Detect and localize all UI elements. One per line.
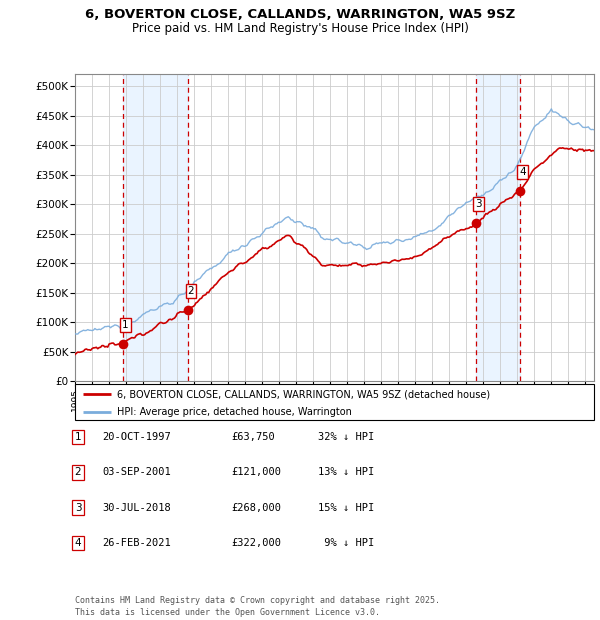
Text: £63,750: £63,750	[231, 432, 275, 442]
Text: 03-SEP-2001: 03-SEP-2001	[102, 467, 171, 477]
Text: 15% ↓ HPI: 15% ↓ HPI	[318, 503, 374, 513]
Text: 26-FEB-2021: 26-FEB-2021	[102, 538, 171, 548]
Text: Price paid vs. HM Land Registry's House Price Index (HPI): Price paid vs. HM Land Registry's House …	[131, 22, 469, 35]
Text: 30-JUL-2018: 30-JUL-2018	[102, 503, 171, 513]
Bar	[476, 74, 520, 381]
Text: 3: 3	[74, 503, 82, 513]
Text: 2: 2	[188, 286, 194, 296]
Text: 2: 2	[74, 467, 82, 477]
Text: 4: 4	[74, 538, 82, 548]
Text: £121,000: £121,000	[231, 467, 281, 477]
Text: 1: 1	[74, 432, 82, 442]
Text: Contains HM Land Registry data © Crown copyright and database right 2025.
This d: Contains HM Land Registry data © Crown c…	[75, 596, 440, 617]
Text: HPI: Average price, detached house, Warrington: HPI: Average price, detached house, Warr…	[116, 407, 352, 417]
Text: 32% ↓ HPI: 32% ↓ HPI	[318, 432, 374, 442]
Text: 1: 1	[122, 320, 128, 330]
FancyBboxPatch shape	[75, 384, 594, 420]
Text: 3: 3	[475, 199, 482, 209]
Text: 4: 4	[519, 167, 526, 177]
Bar	[122, 74, 188, 381]
Text: 9% ↓ HPI: 9% ↓ HPI	[318, 538, 374, 548]
Text: £322,000: £322,000	[231, 538, 281, 548]
Text: 6, BOVERTON CLOSE, CALLANDS, WARRINGTON, WA5 9SZ (detached house): 6, BOVERTON CLOSE, CALLANDS, WARRINGTON,…	[116, 389, 490, 399]
Text: 13% ↓ HPI: 13% ↓ HPI	[318, 467, 374, 477]
Text: 20-OCT-1997: 20-OCT-1997	[102, 432, 171, 442]
Text: £268,000: £268,000	[231, 503, 281, 513]
Text: 6, BOVERTON CLOSE, CALLANDS, WARRINGTON, WA5 9SZ: 6, BOVERTON CLOSE, CALLANDS, WARRINGTON,…	[85, 8, 515, 21]
